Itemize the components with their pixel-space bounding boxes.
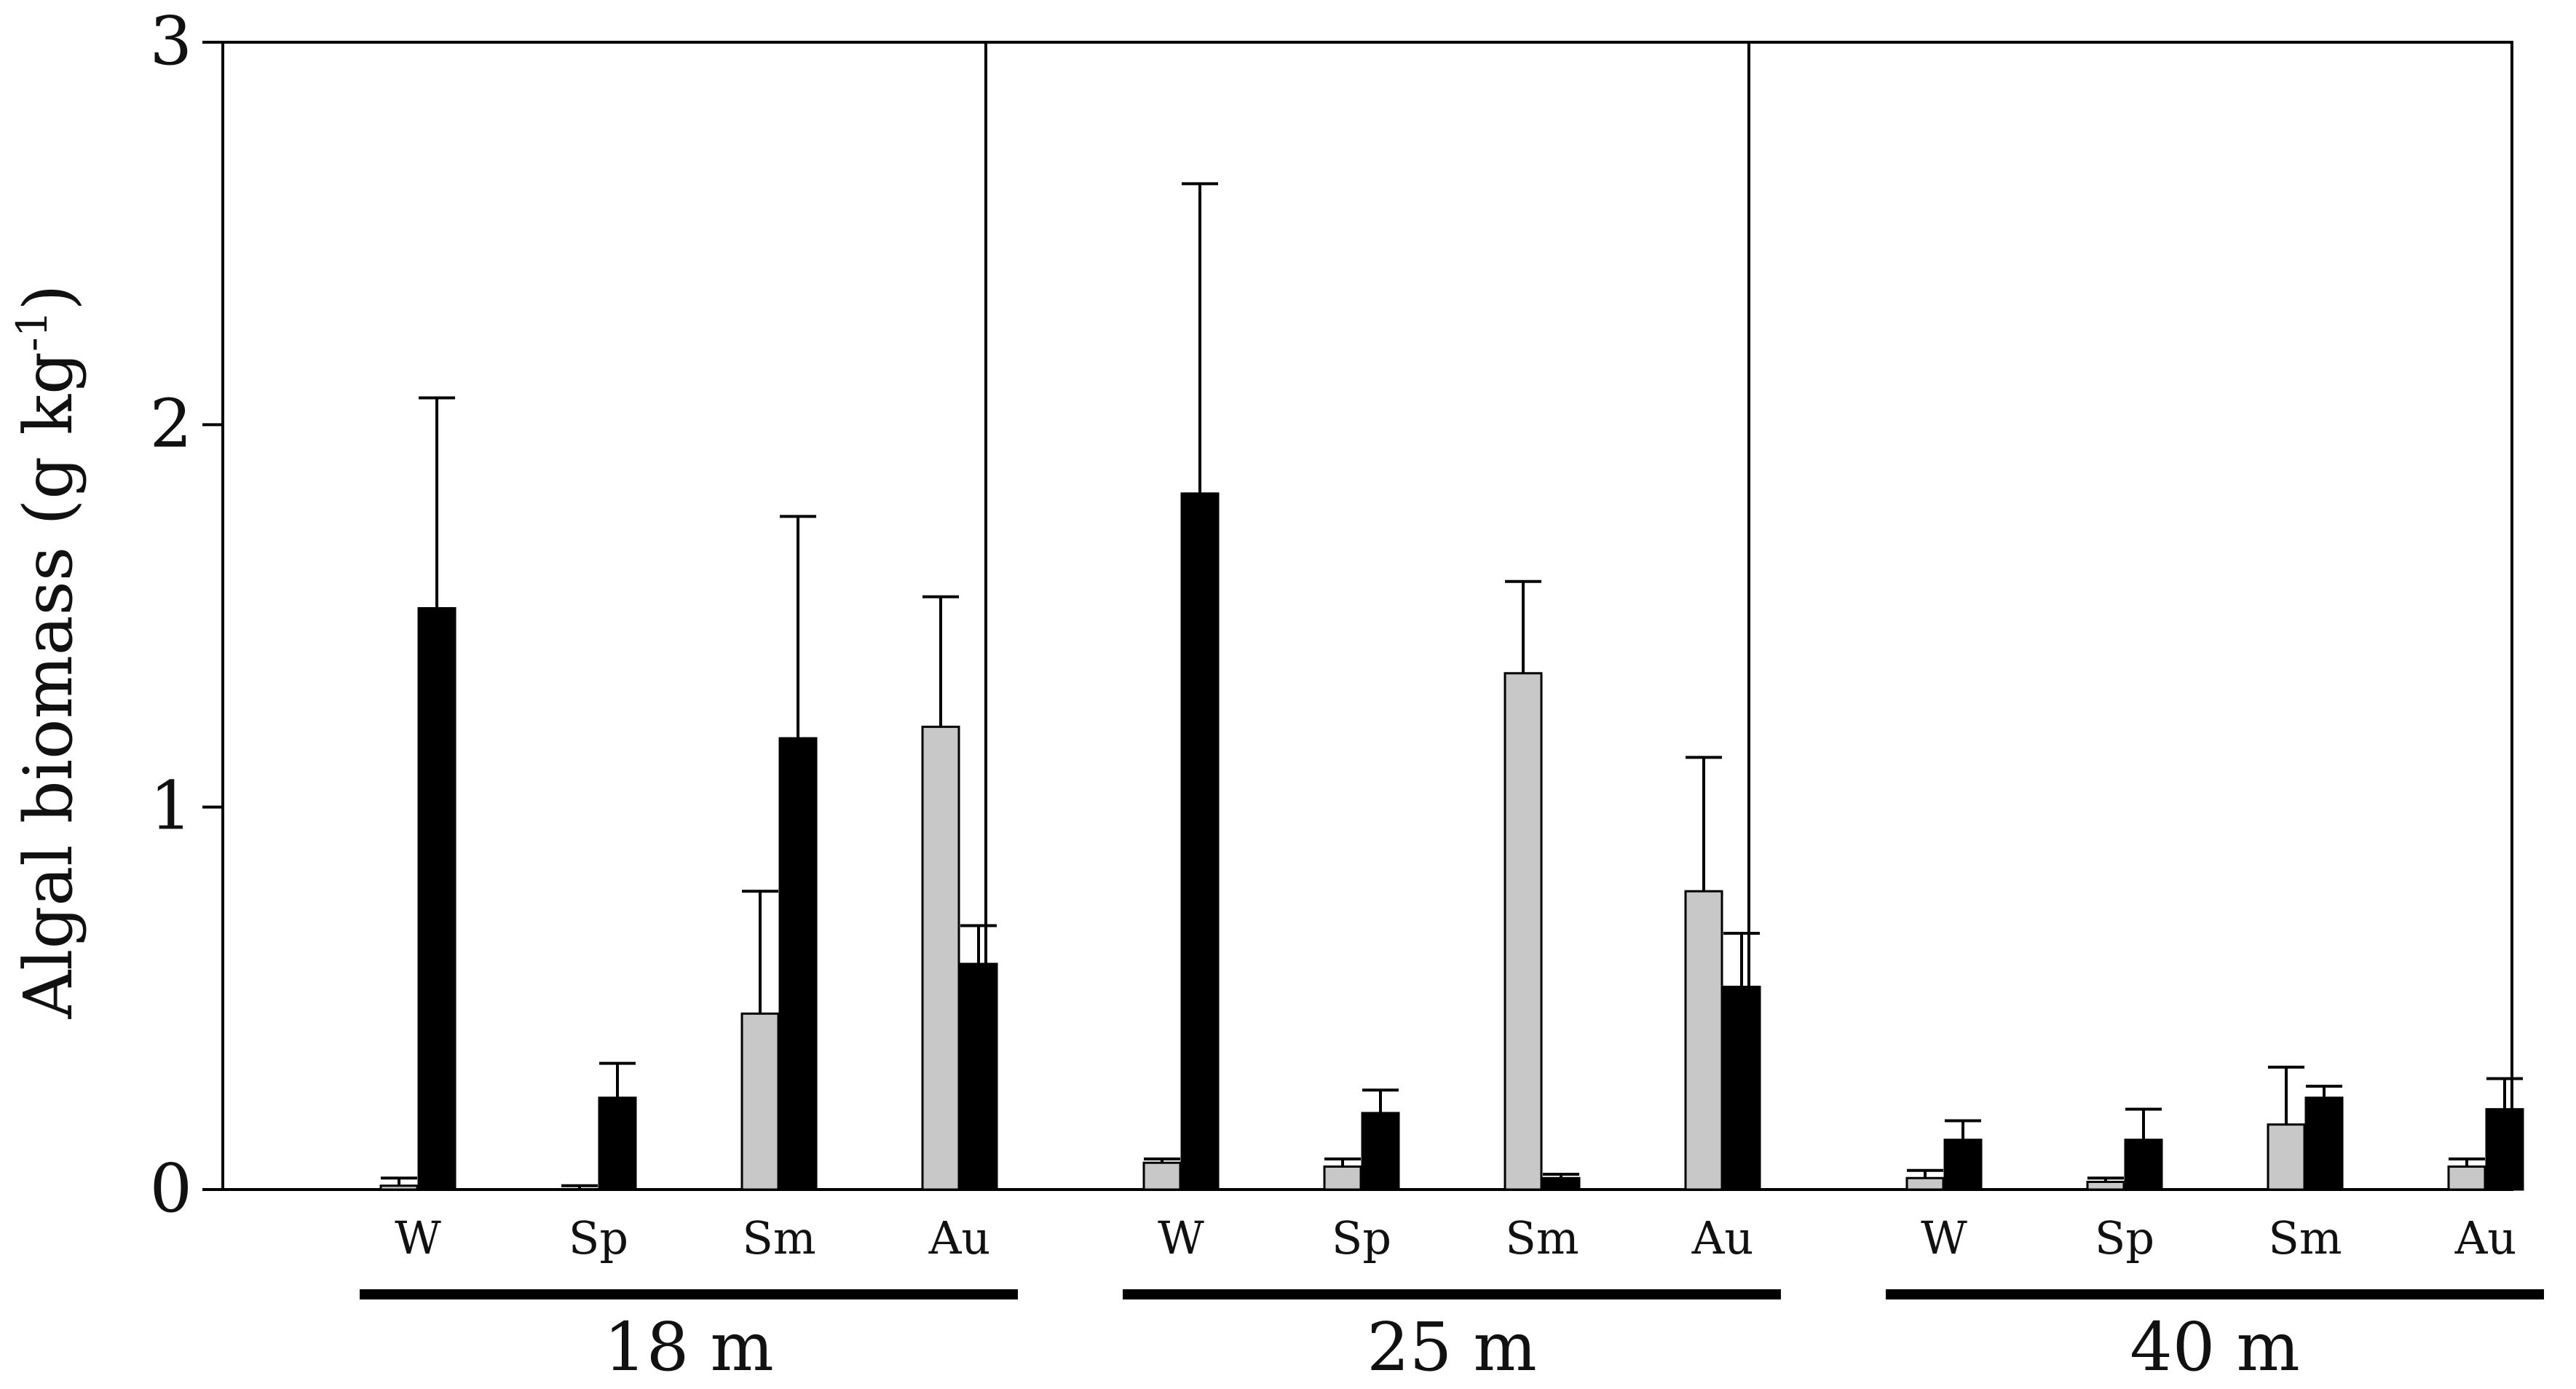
- bar: [1504, 672, 1543, 1191]
- x-tick-label: Au: [2454, 1211, 2517, 1265]
- bar: [778, 737, 818, 1191]
- bar: [1541, 1176, 1581, 1191]
- plot-area: 0 1 2 3 W Sp Sm Au 18 m W Sp Sm Au 25 m W Sp Sm Au 40 m: [149, 2, 2544, 1386]
- group-label: 40 m: [2130, 1308, 2300, 1386]
- group-label: 25 m: [1367, 1308, 1537, 1386]
- bar: [2447, 1165, 2486, 1191]
- x-tick-label: Sm: [742, 1211, 815, 1265]
- bar: [2304, 1096, 2344, 1191]
- y-tick-label: 0: [149, 1149, 192, 1227]
- y-tick-label: 3: [149, 2, 192, 80]
- bar: [740, 1012, 780, 1191]
- bar: [1684, 890, 1723, 1191]
- x-tick-label: Au: [928, 1211, 991, 1265]
- bar: [417, 606, 457, 1191]
- bar: [379, 1184, 419, 1191]
- bar: [959, 962, 998, 1191]
- x-tick-label: Sp: [2095, 1211, 2154, 1265]
- bar: [2124, 1139, 2163, 1191]
- bar: [1361, 1112, 1400, 1191]
- x-tick-label: W: [395, 1211, 441, 1265]
- y-axis-label-superscript: -1: [7, 311, 57, 352]
- x-tick-label: Sp: [569, 1211, 628, 1265]
- y-tick-label: 2: [149, 384, 192, 462]
- x-tick-label: Au: [1691, 1211, 1754, 1265]
- y-axis-label-end: ): [9, 285, 87, 311]
- y-axis-label: Algal biomass (g kg-1): [7, 285, 87, 1020]
- x-tick-label: Sm: [2268, 1211, 2342, 1265]
- bar: [598, 1096, 637, 1191]
- y-axis-label-text: Algal biomass (g kg: [9, 352, 87, 1019]
- bar: [2086, 1180, 2125, 1191]
- bar: [1180, 492, 1220, 1191]
- bar: [1722, 986, 1761, 1191]
- x-tick-label: W: [1921, 1211, 1967, 1265]
- plot-frame: [221, 41, 2513, 1191]
- bar: [2485, 1108, 2524, 1191]
- y-tick-label: 1: [149, 767, 192, 845]
- x-tick-label: Sp: [1332, 1211, 1391, 1265]
- bar: [921, 725, 960, 1191]
- bar: [1905, 1176, 1945, 1191]
- group-label: 18 m: [604, 1308, 774, 1386]
- bar: [1323, 1165, 1362, 1191]
- bar: [1943, 1139, 1983, 1191]
- bar: [1142, 1161, 1182, 1191]
- x-tick-label: Sm: [1505, 1211, 1579, 1265]
- bar: [2267, 1123, 2306, 1191]
- x-tick-label: W: [1158, 1211, 1204, 1265]
